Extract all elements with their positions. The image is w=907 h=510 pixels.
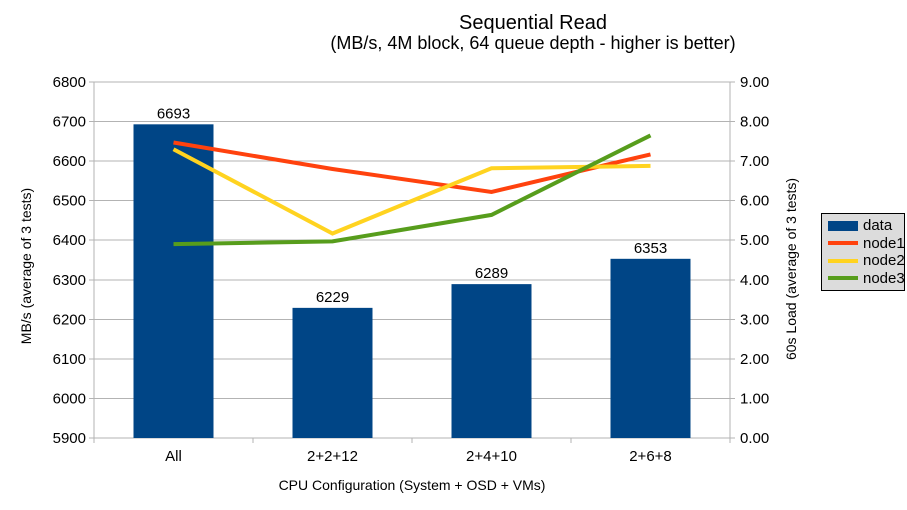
left-axis-title: MB/s (average of 3 tests) — [18, 188, 34, 344]
right-axis-tick-label: 5.00 — [740, 232, 769, 249]
legend-label-node1: node1 — [863, 234, 905, 252]
left-axis-tick-label: 5900 — [53, 430, 86, 447]
left-axis-tick-label: 6000 — [53, 390, 86, 407]
bar — [610, 258, 691, 438]
right-axis-tick-label: 7.00 — [740, 153, 769, 170]
x-axis-category-label: 2+6+8 — [629, 448, 672, 465]
bar — [292, 307, 373, 438]
legend-label-node2: node2 — [863, 252, 905, 270]
bar-value-label: 6229 — [316, 289, 349, 306]
bar — [133, 124, 214, 438]
right-axis-tick-label: 3.00 — [740, 311, 769, 328]
left-axis-tick-label: 6600 — [53, 153, 86, 170]
x-axis-category-label: 2+4+10 — [466, 448, 517, 465]
left-axis-tick-label: 6700 — [53, 114, 86, 131]
bar-value-label: 6289 — [475, 265, 508, 282]
right-axis-tick-label: 2.00 — [740, 351, 769, 368]
legend-item-data: data — [828, 218, 902, 233]
legend-swatch-line-icon — [828, 241, 858, 246]
chart-title: Sequential Read — [459, 12, 607, 34]
right-axis-tick-label: 4.00 — [740, 272, 769, 289]
legend-item-node1: node1 — [828, 234, 905, 252]
right-axis-title: 60s Load (average of 3 tests) — [783, 178, 799, 360]
legend-swatch-line-icon — [828, 276, 858, 281]
legend-label-data: data — [863, 217, 893, 235]
x-axis-title: CPU Configuration (System + OSD + VMs) — [279, 477, 546, 493]
right-axis-tick-label: 9.00 — [740, 74, 769, 91]
x-axis-category-label: All — [165, 448, 182, 465]
bar-value-label: 6693 — [157, 105, 190, 122]
right-axis-tick-label: 8.00 — [740, 114, 769, 131]
legend-label-node3: node3 — [863, 269, 905, 287]
legend-item-node2: node2 — [828, 252, 905, 270]
left-axis-tick-label: 6400 — [53, 232, 86, 249]
right-axis-tick-label: 0.00 — [740, 430, 769, 447]
right-axis-tick-label: 1.00 — [740, 390, 769, 407]
chart-legend: data node1 node2 node3 — [821, 213, 905, 291]
left-axis-tick-label: 6300 — [53, 272, 86, 289]
left-axis-tick-label: 6100 — [53, 351, 86, 368]
legend-swatch-line-icon — [828, 258, 858, 263]
legend-item-node3: node3 — [828, 269, 905, 287]
chart-subtitle: (MB/s, 4M block, 64 queue depth - higher… — [330, 33, 736, 53]
bar-value-label: 6353 — [634, 240, 667, 257]
bar — [451, 284, 532, 438]
series-line-node2 — [172, 147, 651, 236]
left-axis-tick-label: 6500 — [53, 193, 86, 210]
right-axis-tick-label: 6.00 — [740, 193, 769, 210]
left-axis-tick-label: 6200 — [53, 311, 86, 328]
left-axis-tick-label: 6800 — [53, 74, 86, 91]
series-line-node3 — [173, 133, 652, 247]
x-axis-category-label: 2+2+12 — [307, 448, 358, 465]
legend-swatch-bar-icon — [828, 220, 858, 231]
